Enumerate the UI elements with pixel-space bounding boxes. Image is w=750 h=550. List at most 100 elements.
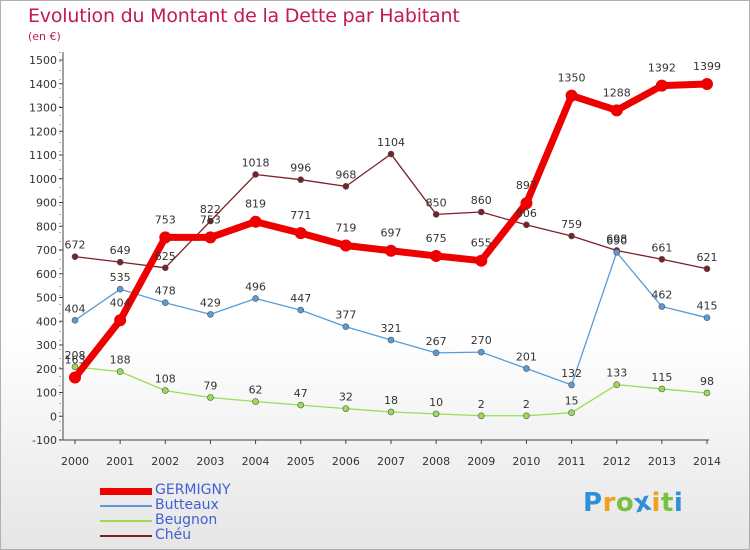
legend-item-butteaux[interactable]: Butteaux: [100, 497, 270, 513]
data-label-cheu: 672: [65, 239, 86, 252]
legend-item-germigny[interactable]: GERMIGNY: [100, 482, 270, 498]
data-label-cheu: 860: [471, 194, 492, 207]
data-point-beugnon: [703, 389, 711, 397]
data-point-beugnon: [387, 408, 395, 416]
logo-letter: t: [660, 488, 674, 518]
data-point-butteaux: [252, 295, 259, 302]
data-point-cheu: [477, 208, 485, 216]
data-point-cheu: [297, 176, 305, 183]
data-label-butteaux: 462: [651, 289, 672, 302]
data-label-germigny: 753: [155, 213, 176, 226]
data-label-cheu: 625: [155, 250, 176, 263]
data-label-cheu: 649: [110, 244, 131, 257]
logo-letter: i: [673, 488, 684, 518]
logo-letter: r: [602, 488, 616, 518]
data-point-germigny: [565, 89, 578, 102]
data-point-butteaux: [703, 314, 711, 321]
data-label-germigny: 1399: [693, 60, 721, 73]
x-tick-label: 2003: [196, 455, 224, 468]
y-tick-label: 1500: [29, 54, 57, 67]
data-label-cheu: 1018: [242, 156, 270, 169]
data-label-germigny: 819: [245, 198, 266, 211]
data-point-beugnon: [658, 385, 666, 393]
x-tick-label: 2007: [377, 455, 405, 468]
data-point-beugnon: [116, 368, 124, 375]
y-tick-label: 800: [36, 220, 57, 233]
data-point-cheu: [252, 171, 259, 178]
data-label-butteaux: 415: [697, 300, 718, 313]
data-point-cheu: [658, 255, 666, 263]
data-label-butteaux: 321: [381, 322, 402, 335]
data-point-beugnon: [297, 401, 305, 409]
x-tick-label: 2012: [603, 455, 631, 468]
data-label-cheu: 698: [606, 232, 627, 245]
data-label-butteaux: 201: [516, 351, 537, 364]
data-label-butteaux: 429: [200, 296, 221, 309]
x-tick-label: 2009: [467, 455, 495, 468]
logo-letter: i: [651, 488, 661, 518]
data-label-beugnon: 208: [65, 349, 86, 362]
data-label-beugnon: 10: [429, 396, 443, 409]
y-tick-label: 200: [36, 363, 57, 376]
y-tick-label: 900: [36, 197, 57, 210]
data-label-cheu: 996: [290, 162, 311, 175]
data-point-cheu: [387, 150, 395, 158]
data-label-butteaux: 270: [471, 334, 492, 347]
data-point-butteaux: [342, 323, 350, 331]
y-tick-label: 700: [36, 244, 57, 257]
y-tick-label: 500: [36, 292, 57, 305]
data-point-beugnon: [342, 405, 350, 412]
data-point-beugnon: [523, 412, 530, 420]
legend-label-beugnon: Beugnon: [155, 512, 218, 528]
data-label-cheu: 822: [200, 203, 221, 216]
data-point-germigny: [249, 215, 262, 228]
legend-item-beugnon[interactable]: Beugnon: [100, 512, 270, 528]
legend-item-cheu[interactable]: Chéu: [100, 527, 270, 543]
data-point-butteaux: [432, 349, 440, 357]
legend-swatch-butteaux: [100, 505, 152, 507]
data-point-cheu: [523, 221, 530, 229]
data-point-germigny: [114, 314, 127, 327]
data-label-beugnon: 79: [203, 379, 217, 392]
data-label-cheu: 850: [426, 196, 447, 209]
y-tick-label: 300: [36, 339, 57, 352]
data-point-beugnon: [71, 363, 79, 371]
y-tick-label: 600: [36, 268, 57, 281]
y-tick-label: 1200: [29, 125, 57, 138]
data-label-germigny: 719: [335, 221, 356, 234]
data-label-beugnon: 2: [523, 398, 530, 411]
logo-letter: o: [615, 488, 635, 518]
data-label-beugnon: 108: [155, 373, 176, 386]
data-label-germigny: 1350: [558, 72, 586, 85]
y-tick-label: 100: [36, 387, 57, 400]
legend-label-butteaux: Butteaux: [155, 497, 219, 513]
logo-letter: P: [583, 488, 603, 518]
data-point-germigny: [520, 197, 533, 210]
data-label-butteaux: 535: [110, 271, 131, 284]
x-tick-label: 2000: [61, 455, 89, 468]
series-line-butteaux: [74, 251, 708, 386]
data-label-butteaux: 496: [245, 280, 266, 293]
x-tick-label: 2013: [648, 455, 676, 468]
data-label-germigny: 675: [426, 232, 447, 245]
data-point-germigny: [430, 249, 443, 262]
data-point-beugnon: [207, 394, 214, 401]
data-label-cheu: 661: [651, 241, 672, 254]
data-label-germigny: 771: [290, 209, 311, 222]
data-point-beugnon: [477, 412, 485, 420]
data-label-cheu: 806: [516, 207, 537, 220]
data-point-butteaux: [523, 365, 530, 372]
data-label-beugnon: 188: [110, 354, 131, 367]
x-tick-label: 2008: [422, 455, 450, 468]
legend-swatch-germigny: [100, 488, 152, 495]
data-label-germigny: 1288: [603, 86, 631, 99]
data-point-germigny: [69, 371, 81, 384]
data-point-butteaux: [161, 299, 169, 307]
data-point-butteaux: [568, 381, 575, 389]
data-label-germigny: 753: [200, 213, 221, 226]
data-label-beugnon: 133: [606, 367, 627, 380]
data-point-germigny: [339, 239, 352, 252]
data-label-butteaux: 690: [606, 234, 627, 247]
data-label-beugnon: 2: [478, 398, 485, 411]
